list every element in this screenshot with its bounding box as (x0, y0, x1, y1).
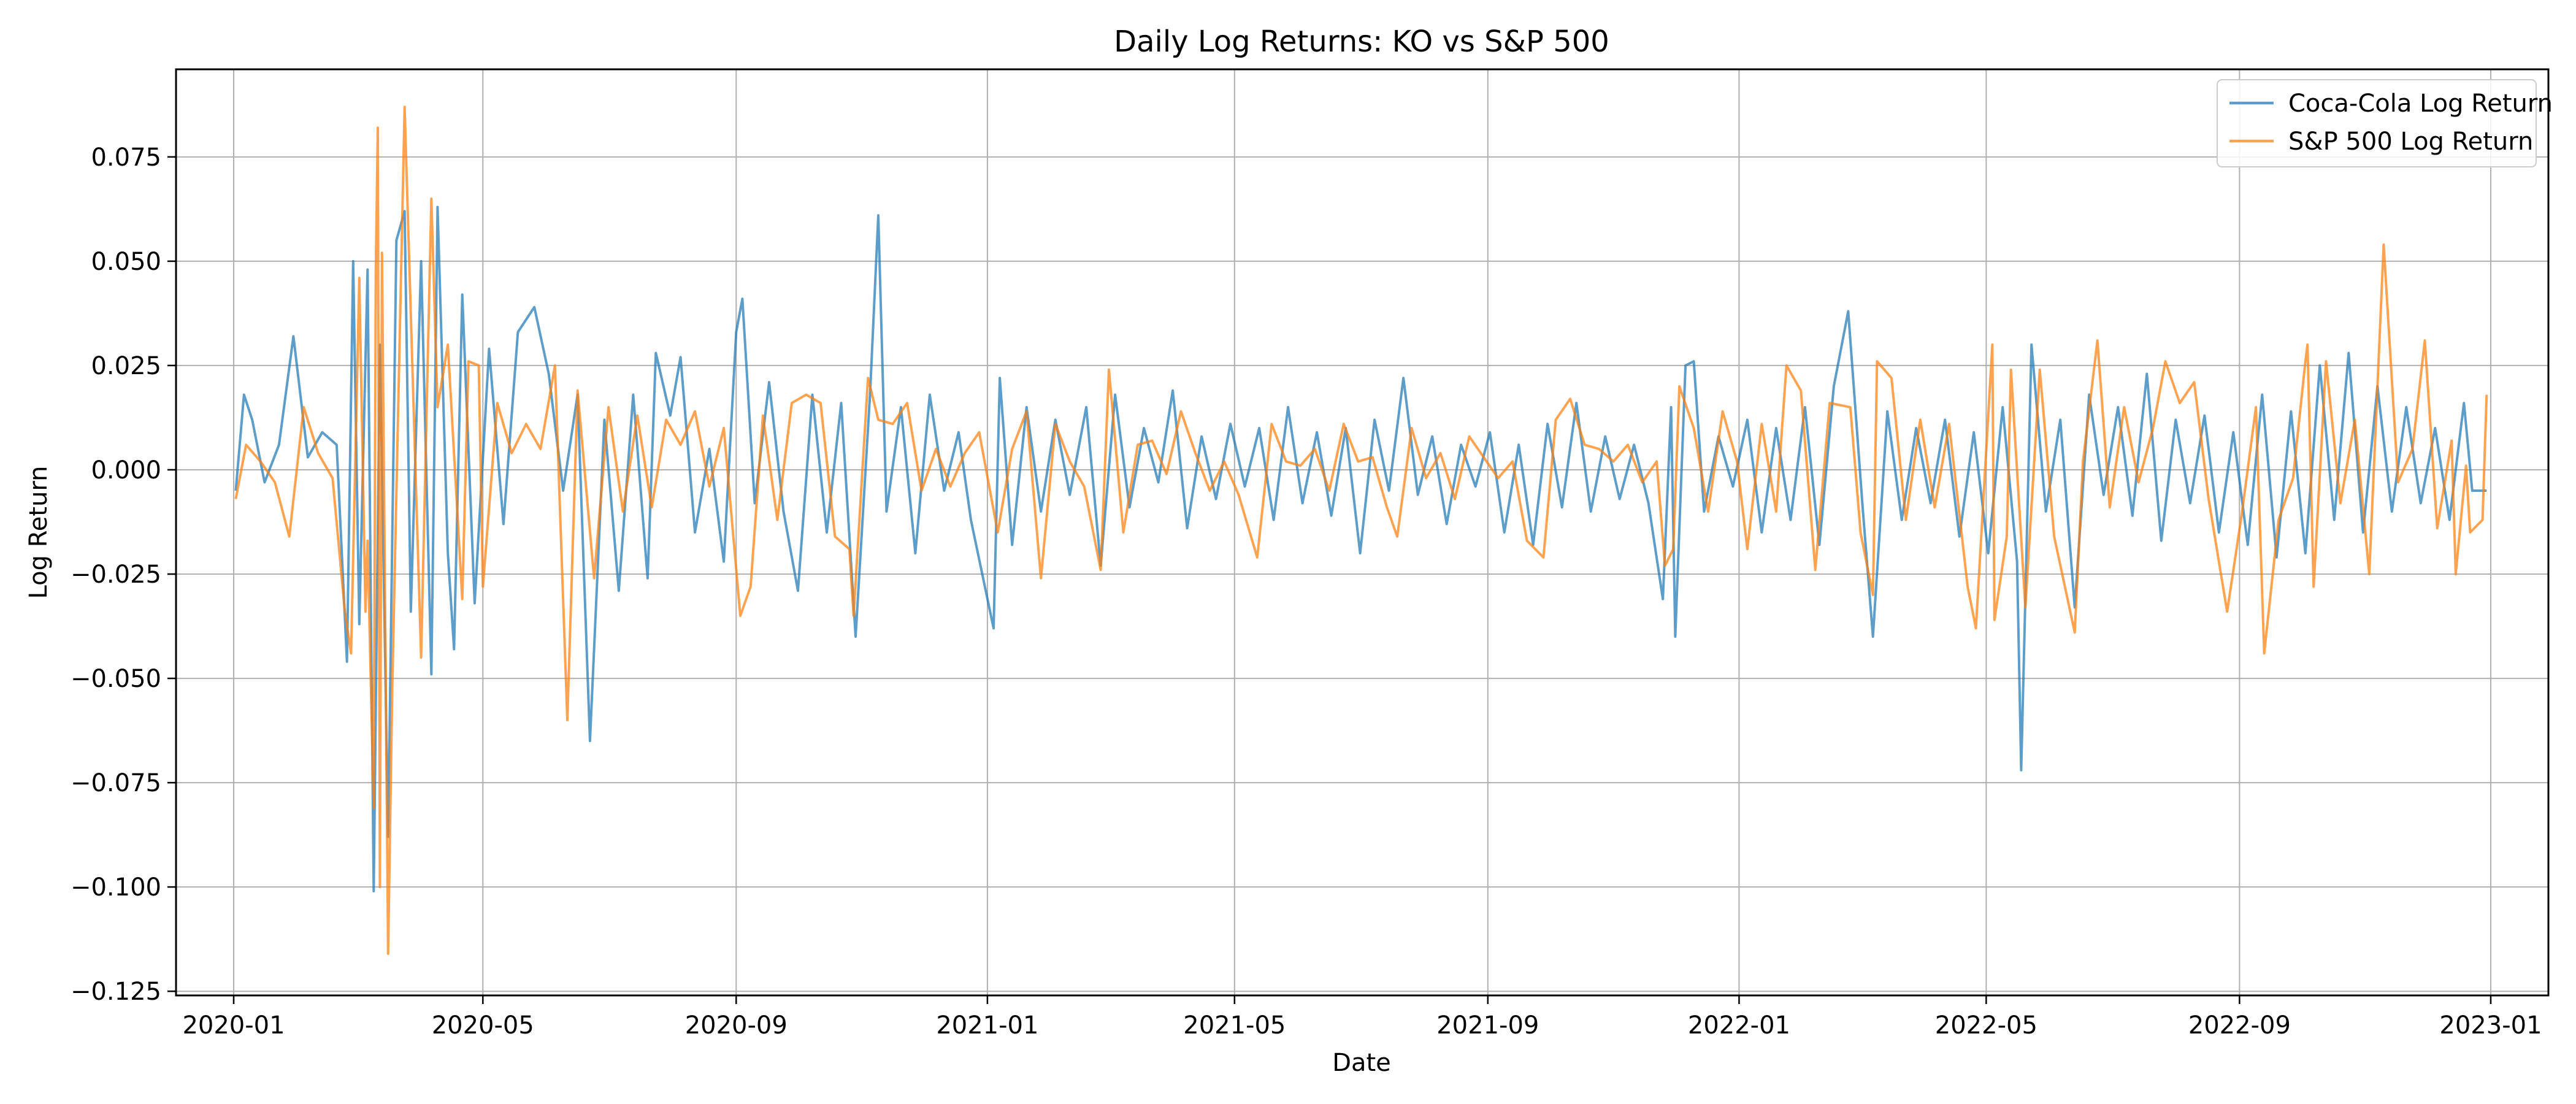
series-line-sp500 (234, 105, 2488, 955)
y-axis-ticks: −0.125 −0.100 −0.075 −0.050 −0.025 0.000 0.025… (71, 144, 176, 1006)
x-tick-label: 2022-09 (2188, 1011, 2291, 1040)
y-tick-label: −0.100 (71, 873, 161, 902)
legend-label: S&P 500 Log Return (2288, 128, 2533, 156)
x-tick-label: 2020-05 (432, 1011, 534, 1040)
x-tick-label: 2021-01 (936, 1011, 1038, 1040)
x-axis-ticks: 2020-01 2020-05 2020-09 2021-01 2021-05 2021-… (182, 995, 2542, 1040)
x-axis-title: Date (1332, 1049, 1391, 1077)
y-tick-label: 0.050 (91, 248, 161, 276)
x-tick-label: 2022-01 (1688, 1011, 1790, 1040)
grid-lines (176, 69, 2548, 995)
y-tick-label: −0.050 (71, 665, 161, 693)
y-tick-label: 0.025 (91, 352, 161, 380)
y-axis-title: Log Return (25, 466, 53, 599)
y-tick-label: 0.075 (91, 144, 161, 172)
plot-lines (234, 105, 2488, 955)
x-tick-label: 2023-01 (2439, 1011, 2542, 1040)
legend-box (2217, 79, 2537, 167)
x-tick-label: 2021-05 (1183, 1011, 1286, 1040)
plot-frame (175, 68, 2550, 997)
x-tick-label: 2021-09 (1436, 1011, 1539, 1040)
x-tick-label: 2020-09 (685, 1011, 788, 1040)
y-tick-label: 0.000 (91, 456, 161, 485)
x-tick-label: 2020-01 (182, 1011, 285, 1040)
y-tick-label: −0.125 (71, 978, 161, 1006)
y-tick-label: −0.075 (71, 769, 161, 797)
x-tick-label: 2022-05 (1935, 1011, 2037, 1040)
legend-label: Coca-Cola Log Return (2288, 90, 2553, 118)
legend: Coca-Cola Log Return S&P 500 Log Return (2217, 79, 2553, 167)
y-tick-label: −0.025 (71, 561, 161, 589)
chart-title: Daily Log Returns: KO vs S&P 500 (1114, 25, 1609, 59)
